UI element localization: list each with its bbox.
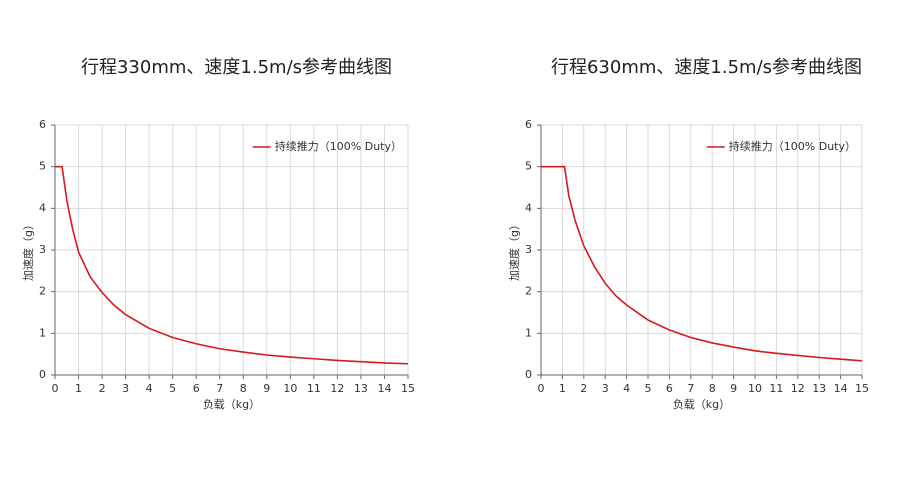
chart-title: 行程630mm、速度1.5m/s参考曲线图	[551, 57, 862, 78]
x-tick-label: 0	[52, 382, 59, 395]
x-tick-label: 8	[709, 382, 716, 395]
x-tick-label: 5	[169, 382, 176, 395]
x-tick-label: 10	[748, 382, 762, 395]
legend-label: 持续推力（100% Duty）	[729, 139, 856, 153]
x-tick-label: 14	[834, 382, 848, 395]
y-tick-label: 4	[39, 201, 46, 214]
x-tick-label: 15	[855, 382, 869, 395]
x-tick-label: 1	[75, 382, 82, 395]
y-tick-label: 3	[525, 243, 532, 256]
legend-label: 持续推力（100% Duty）	[275, 139, 402, 153]
y-tick-label: 6	[525, 118, 532, 131]
y-tick-label: 3	[39, 243, 46, 256]
x-tick-label: 14	[377, 382, 391, 395]
y-tick-label: 5	[39, 160, 46, 173]
x-tick-label: 7	[216, 382, 223, 395]
y-tick-label: 0	[525, 368, 532, 381]
x-tick-label: 11	[769, 382, 783, 395]
x-tick-label: 9	[263, 382, 270, 395]
x-axis-label: 负载（kg）	[673, 397, 730, 411]
x-tick-label: 10	[283, 382, 297, 395]
x-tick-label: 15	[401, 382, 415, 395]
chart-title: 行程330mm、速度1.5m/s参考曲线图	[81, 57, 392, 78]
x-tick-label: 13	[354, 382, 368, 395]
x-tick-label: 3	[122, 382, 129, 395]
x-tick-label: 1	[559, 382, 566, 395]
data-line	[541, 165, 863, 362]
y-tick-label: 5	[525, 160, 532, 173]
x-tick-label: 7	[687, 382, 694, 395]
x-tick-label: 12	[330, 382, 344, 395]
x-tick-label: 11	[307, 382, 321, 395]
y-axis-label: 加速度（g）	[21, 219, 35, 281]
y-tick-label: 2	[39, 285, 46, 298]
x-tick-label: 4	[146, 382, 153, 395]
y-axis-label: 加速度（g）	[507, 219, 521, 281]
x-tick-label: 0	[538, 382, 545, 395]
x-tick-label: 13	[812, 382, 826, 395]
x-tick-label: 2	[99, 382, 106, 395]
x-tick-label: 6	[193, 382, 200, 395]
y-tick-label: 1	[525, 326, 532, 339]
y-tick-label: 4	[525, 201, 532, 214]
x-tick-label: 12	[791, 382, 805, 395]
x-tick-label: 3	[602, 382, 609, 395]
x-tick-label: 2	[580, 382, 587, 395]
x-axis-label: 负载（kg）	[203, 397, 260, 411]
x-tick-label: 6	[666, 382, 673, 395]
y-tick-label: 6	[39, 118, 46, 131]
x-tick-label: 4	[623, 382, 630, 395]
x-tick-label: 8	[240, 382, 247, 395]
data-line	[55, 165, 409, 365]
y-tick-label: 1	[39, 326, 46, 339]
y-tick-label: 2	[525, 285, 532, 298]
x-tick-label: 9	[730, 382, 737, 395]
x-tick-label: 5	[645, 382, 652, 395]
y-tick-label: 0	[39, 368, 46, 381]
